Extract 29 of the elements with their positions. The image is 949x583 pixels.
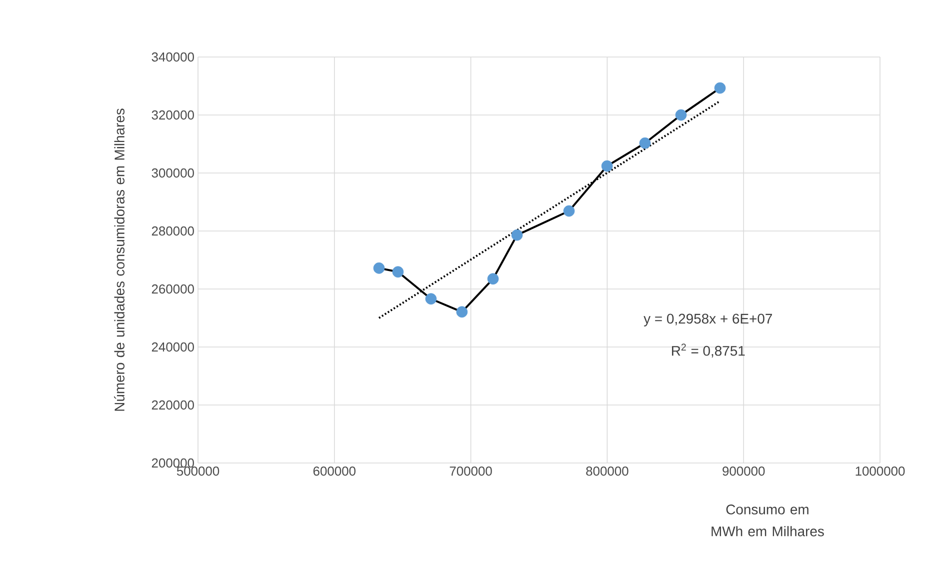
y-tick-label: 340000 — [152, 52, 194, 62]
y-tick-label: 220000 — [152, 400, 194, 410]
point — [425, 293, 437, 305]
point — [714, 82, 726, 94]
y-tick-label: 240000 — [152, 342, 194, 352]
x-tick-label: 800000 — [586, 466, 628, 476]
x-tick-label: 900000 — [722, 466, 765, 476]
annotation: y = 0,2958x + 6E+07 — [644, 314, 772, 326]
point — [373, 262, 385, 274]
point — [392, 266, 404, 278]
y-tick-label: 280000 — [152, 226, 194, 236]
y-tick-label: 300000 — [152, 168, 194, 178]
point — [511, 229, 523, 241]
x-axis-title: Consumo em MWh em Milhares — [712, 504, 824, 536]
point — [639, 137, 651, 149]
point — [675, 109, 687, 121]
y-tick-label: 260000 — [152, 284, 194, 294]
annotation: R$^{2}$ = 0,8751 — [672, 344, 745, 358]
x-tick-label: 600000 — [313, 466, 356, 476]
point — [601, 160, 613, 172]
point — [563, 205, 575, 217]
point — [456, 306, 468, 318]
x-tick-label: 1000000 — [856, 466, 905, 476]
point — [487, 273, 499, 285]
x-tick-label: 500000 — [176, 466, 220, 476]
y-tick-label: 320000 — [152, 110, 194, 120]
y-axis-title: Número de unidades consumidoras em Milhares — [114, 108, 124, 411]
y-tick-label: 200000 — [152, 458, 194, 468]
x-tick-label: 700000 — [450, 466, 492, 476]
